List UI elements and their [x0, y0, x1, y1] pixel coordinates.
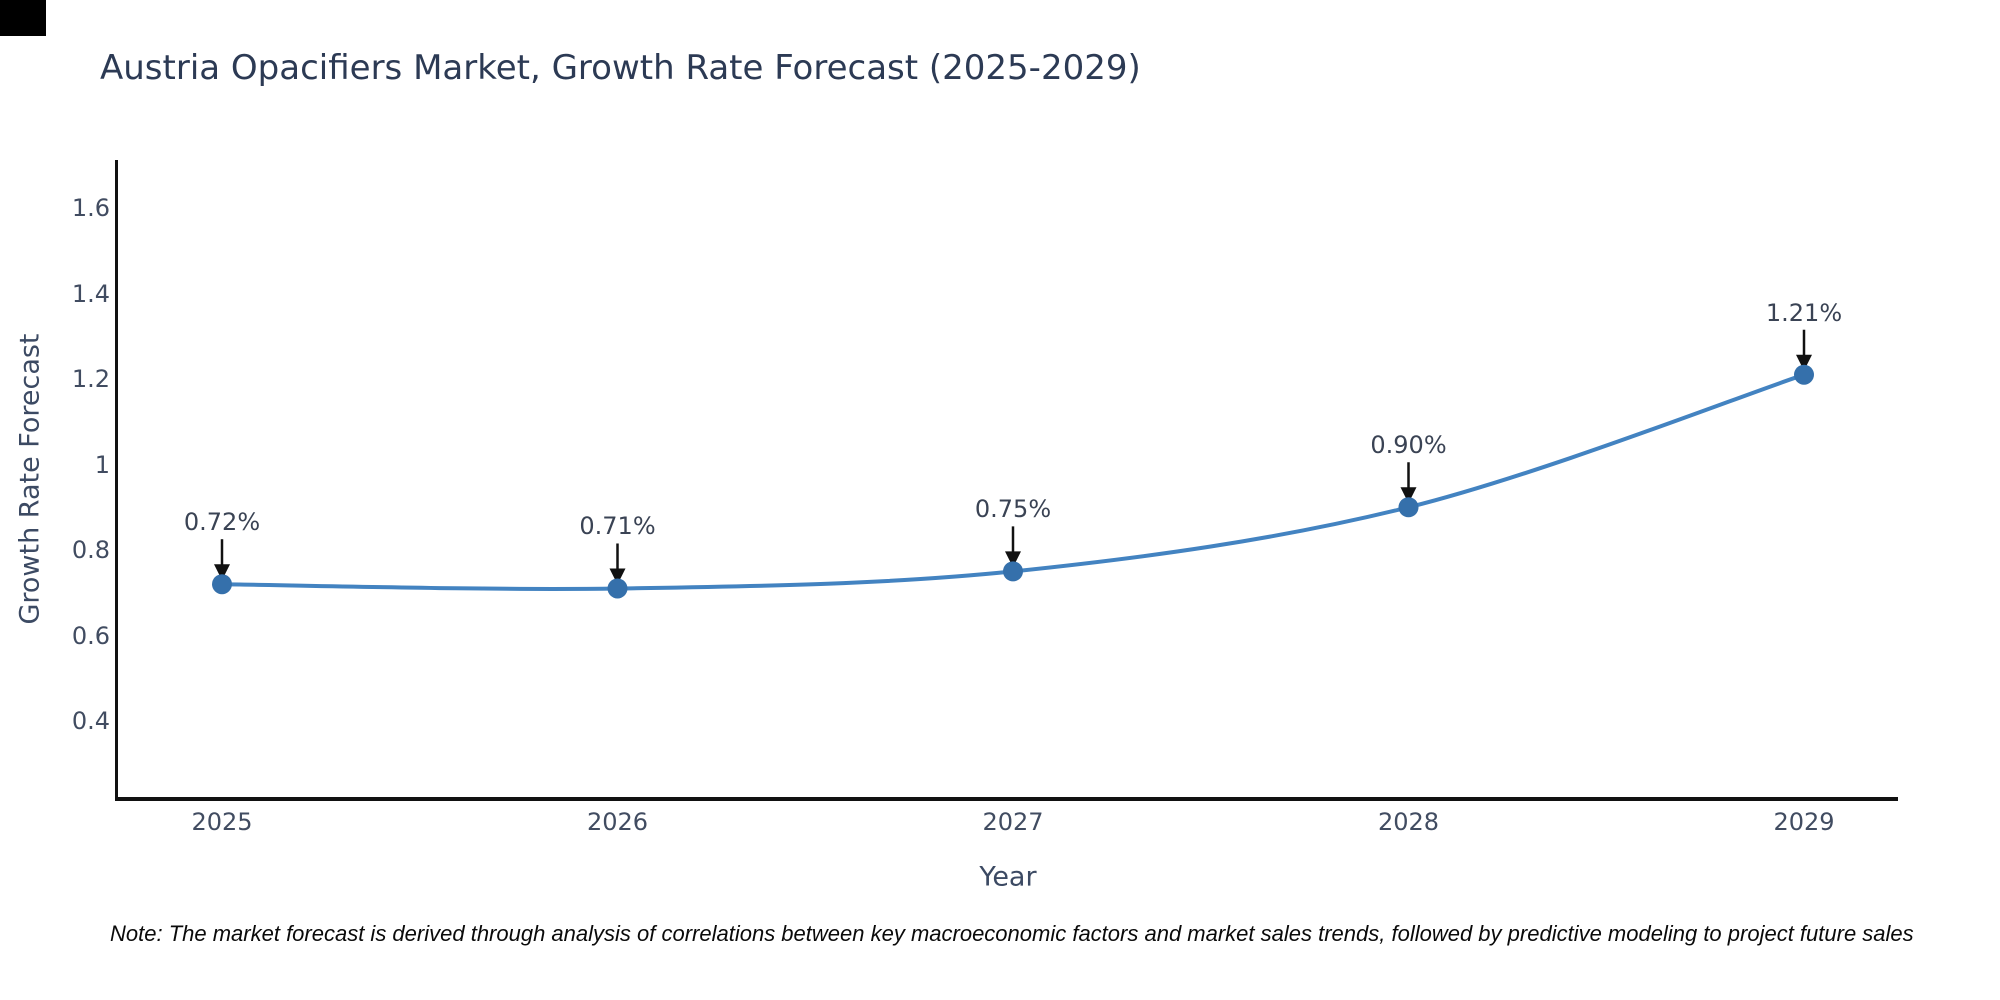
y-tick-label: 1.4: [71, 279, 110, 308]
x-axis-title: Year: [979, 861, 1037, 893]
x-tick-label: 2029: [1773, 808, 1835, 836]
chart-title: Austria Opacifiers Market, Growth Rate F…: [100, 48, 1141, 88]
annotation-arrowhead-icon: [214, 564, 230, 581]
data-point-label: 0.75%: [974, 495, 1052, 524]
y-tick-label: 1: [94, 450, 110, 479]
data-point-label: 0.72%: [183, 508, 261, 537]
data-point-marker[interactable]: [1398, 497, 1419, 518]
y-tick-label: 0.8: [71, 536, 110, 564]
y-tick-label: 1.6: [71, 194, 110, 222]
x-tick-label: 2026: [586, 808, 649, 836]
annotation-arrowhead-icon: [609, 568, 626, 585]
y-tick-label: 0.4: [71, 707, 110, 735]
corner-artifact: [0, 0, 46, 36]
data-point-marker[interactable]: [212, 574, 232, 595]
annotation-arrowhead-icon: [1796, 354, 1812, 371]
data-point-marker[interactable]: [1003, 561, 1023, 582]
x-tick-label: 2028: [1377, 808, 1440, 836]
annotation-arrowhead-icon: [1005, 551, 1021, 568]
y-axis-line: [115, 160, 118, 801]
x-tick-label: 2027: [982, 808, 1044, 836]
y-tick-label: 0.6: [71, 621, 110, 650]
x-tick-label: 2025: [191, 808, 253, 836]
x-axis-line: [115, 797, 1898, 801]
y-tick-label: 1.2: [71, 365, 110, 393]
annotation-arrowhead-icon: [1400, 487, 1417, 504]
data-point-label: 0.90%: [1370, 431, 1447, 460]
data-point-marker[interactable]: [1794, 364, 1814, 385]
data-point-label: 1.21%: [1765, 298, 1843, 327]
data-point-label: 0.71%: [579, 512, 656, 541]
footnote: Note: The market forecast is derived thr…: [110, 921, 1914, 946]
data-point-marker[interactable]: [607, 578, 628, 599]
